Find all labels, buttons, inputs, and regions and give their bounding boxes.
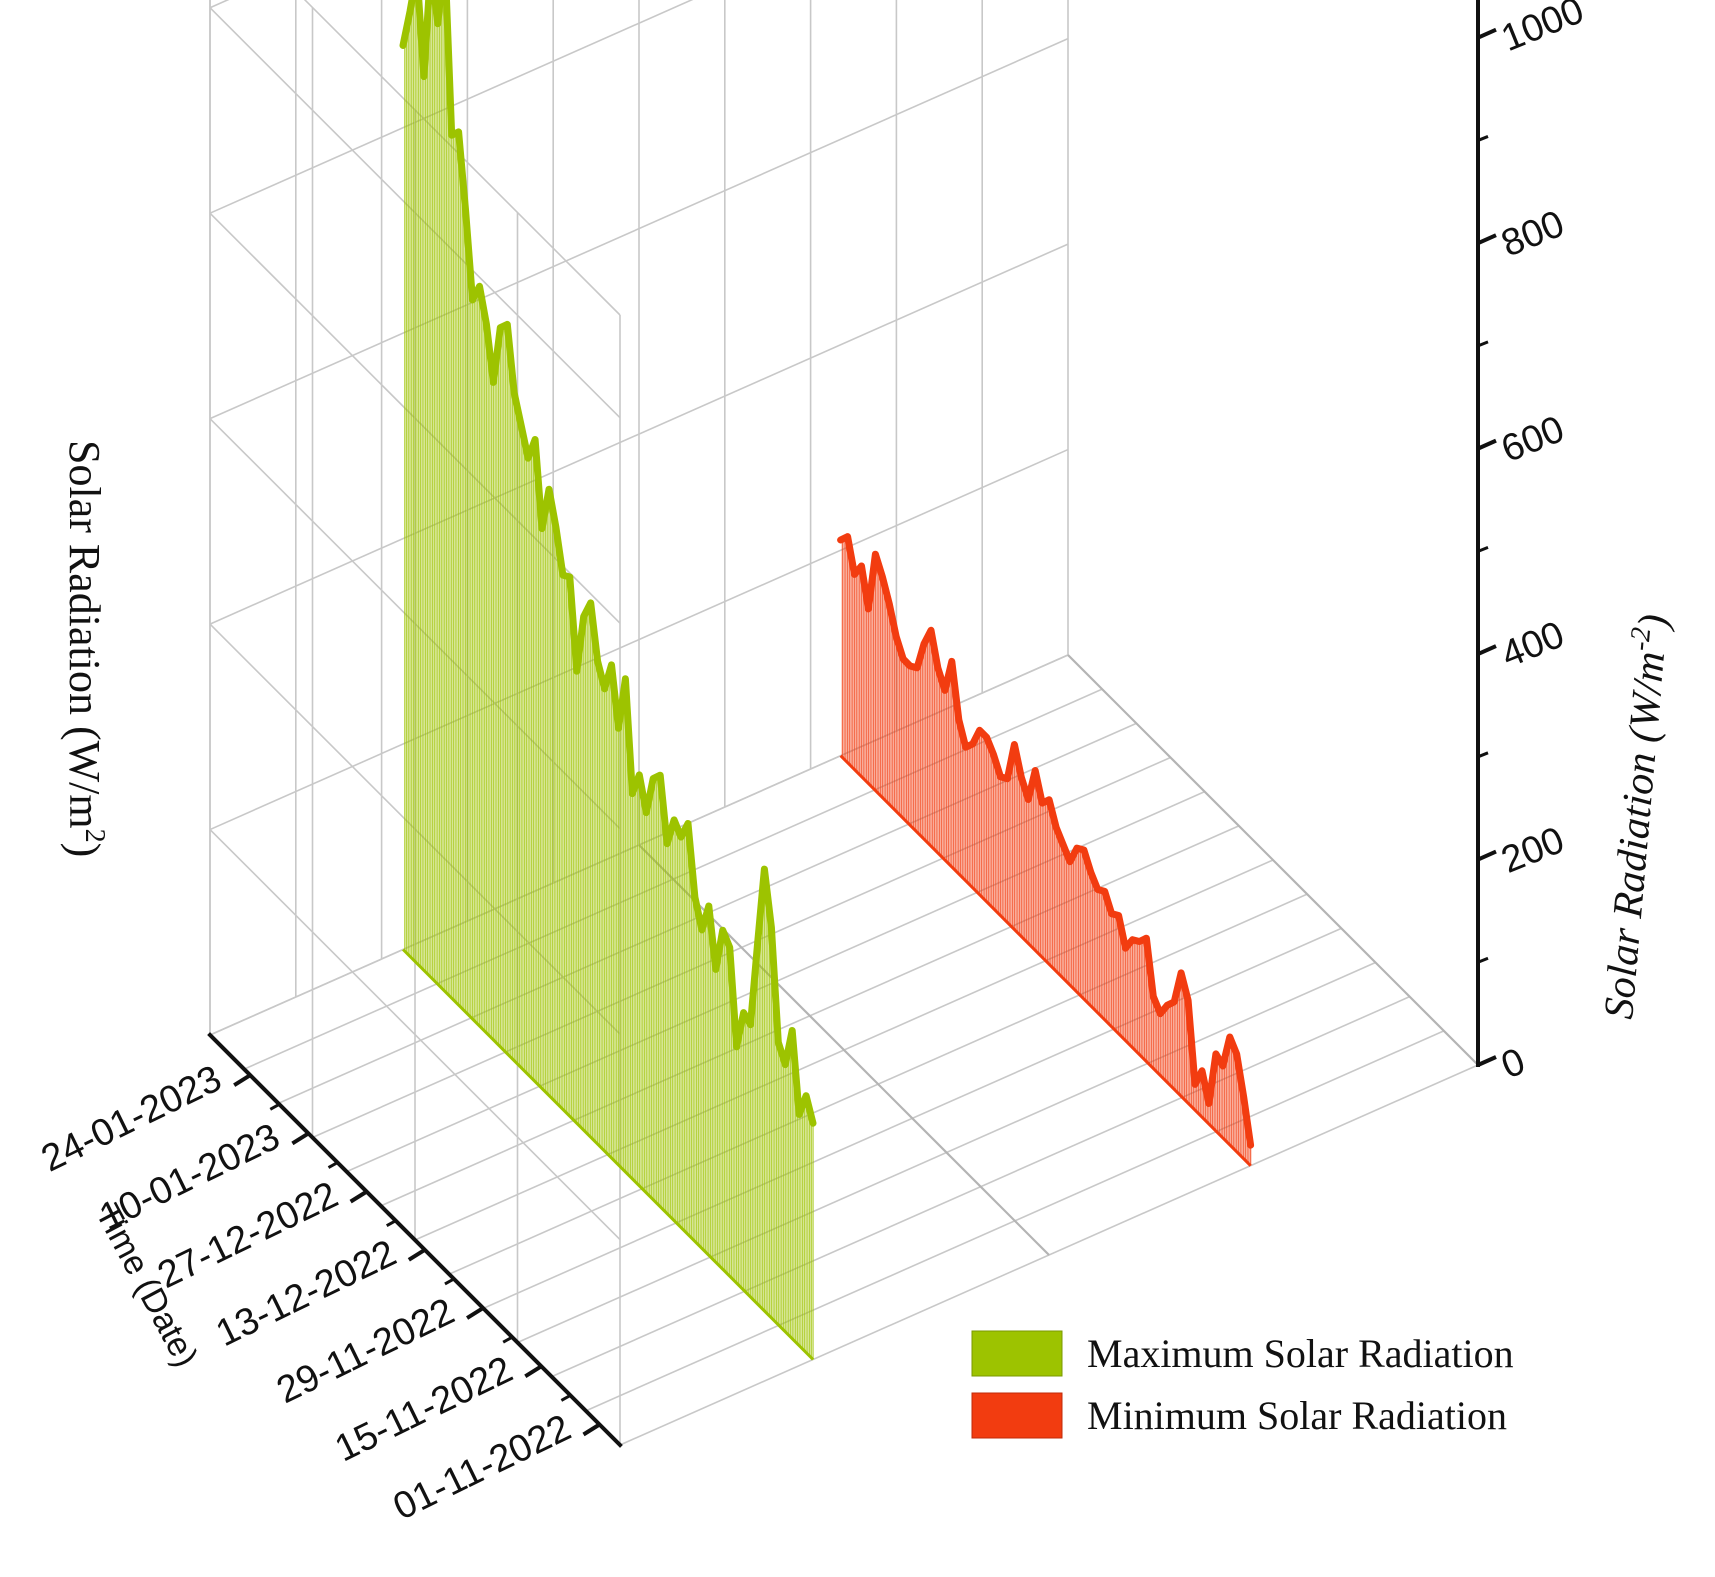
legend-swatch-minimum	[971, 1392, 1063, 1439]
date-tick-minor	[502, 1335, 513, 1344]
date-tick-major	[582, 1422, 601, 1437]
series-baseline	[839, 754, 1252, 1167]
legend-swatch-maximum	[971, 1330, 1063, 1377]
z-tick-major	[1477, 438, 1497, 451]
z-tick-minor	[1477, 135, 1489, 142]
z-tick-major	[1477, 849, 1497, 862]
legend: Maximum Solar Radiation Minimum Solar Ra…	[971, 1330, 1514, 1439]
series-group-0	[399, 0, 817, 1361]
z-tick-label: 800	[1496, 203, 1571, 266]
series-line-1	[837, 533, 1255, 1149]
date-tick-major	[233, 1073, 252, 1087]
z-tick-major	[1477, 233, 1497, 246]
date-tick-minor	[444, 1277, 455, 1286]
date-tick-minor	[386, 1219, 397, 1228]
left-axis-title: Solar Radiation (W/m2)	[60, 440, 110, 857]
tick-label-layer: 0200400600800100001-11-202215-11-202229-…	[35, 0, 1590, 1529]
z-tick-major	[1477, 644, 1497, 656]
date-tick-minor	[327, 1161, 339, 1169]
date-tick-minor	[269, 1102, 281, 1111]
date-tick-major	[291, 1131, 310, 1146]
grid-line-floor-u	[1067, 654, 1479, 1066]
date-tick-major	[524, 1364, 543, 1378]
axis-layer	[207, 0, 1497, 1448]
legend-label-minimum: Minimum Solar Radiation	[1087, 1393, 1507, 1438]
date-tick-major	[349, 1189, 368, 1204]
z-tick-minor	[1477, 956, 1489, 964]
series-baseline	[401, 948, 815, 1361]
legend-label-maximum: Maximum Solar Radiation	[1087, 1331, 1514, 1376]
z-tick-major	[1477, 1055, 1497, 1067]
date-tick-major	[407, 1248, 426, 1262]
series-group-1	[837, 533, 1255, 1167]
z-tick-label: 400	[1496, 614, 1571, 677]
z-tick-label: 1000	[1496, 0, 1590, 60]
z-tick-major	[1477, 27, 1497, 40]
z-tick-minor	[1477, 545, 1489, 553]
series-line-0	[399, 0, 817, 1127]
z-tick-label: 600	[1496, 408, 1571, 471]
z-tick-label: 200	[1496, 819, 1571, 882]
z-tick-label: 0	[1496, 1040, 1531, 1087]
series-layer	[399, 0, 1255, 1361]
z-tick-minor	[1477, 340, 1489, 348]
right-axis-title: Solar Radiation (W/m-2)	[1592, 612, 1677, 1021]
z-tick-minor	[1477, 751, 1489, 759]
date-tick-minor	[560, 1394, 572, 1402]
date-tick-major	[465, 1306, 485, 1320]
